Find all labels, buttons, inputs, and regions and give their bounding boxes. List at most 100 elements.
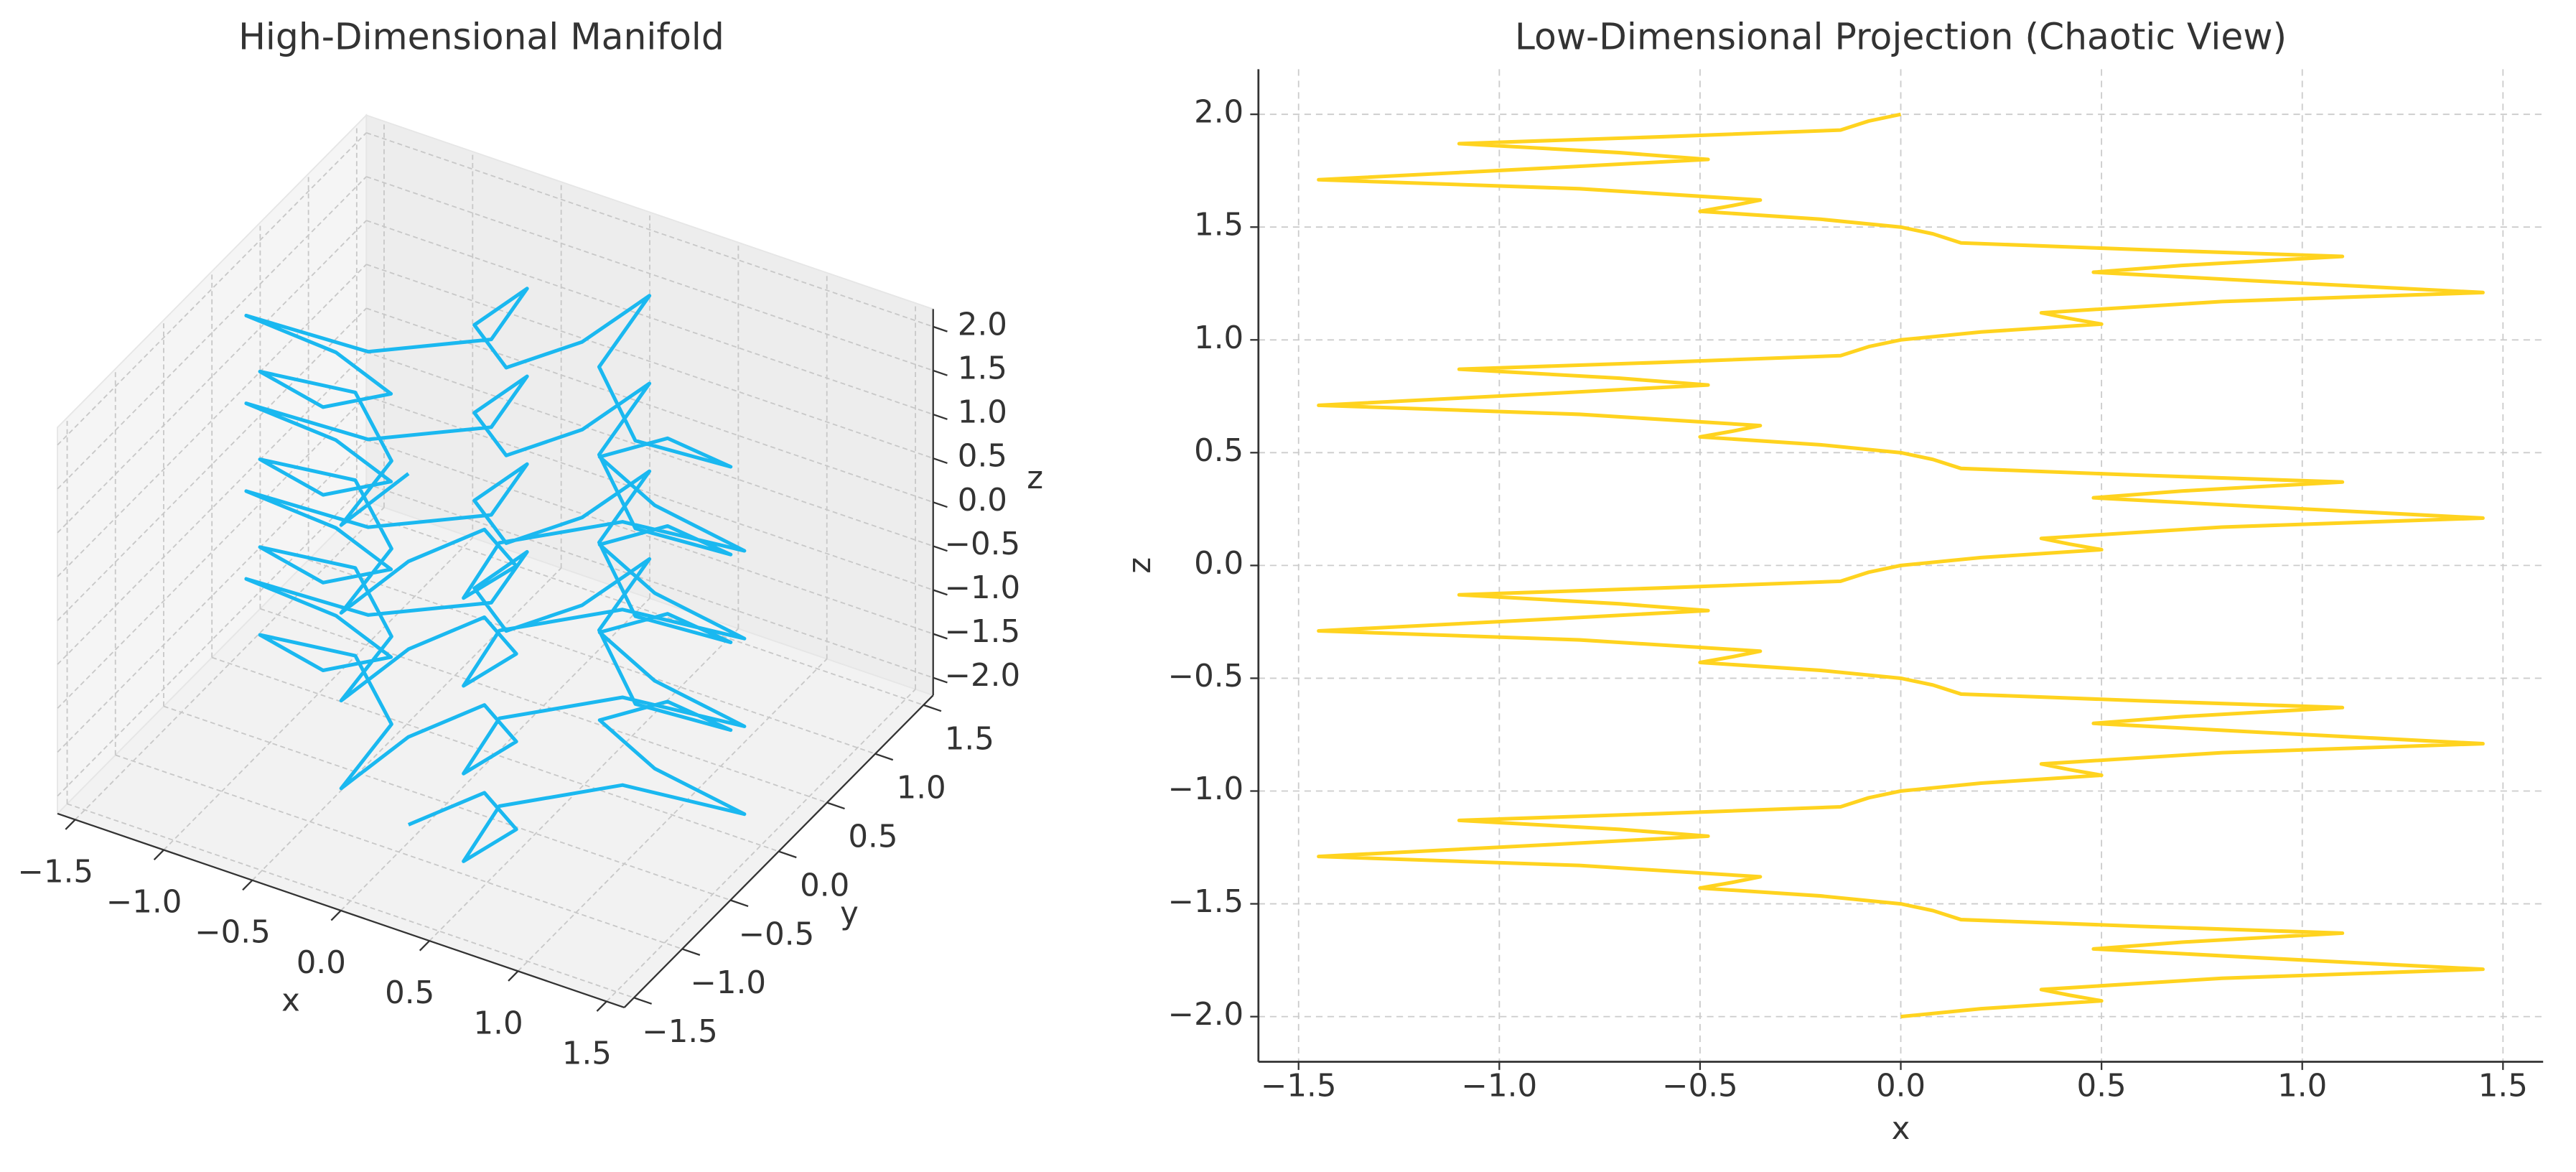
axis-line xyxy=(57,812,625,1009)
grid-line xyxy=(57,220,367,534)
y-tick-label: 1.0 xyxy=(1194,320,1243,356)
y-tick-label: 1.0 xyxy=(897,771,946,806)
grid-line xyxy=(517,658,828,972)
y-tick-label: 0.5 xyxy=(1194,433,1243,469)
x-tick-label: −0.5 xyxy=(1662,1069,1738,1104)
grid-line xyxy=(606,689,916,1003)
tick-mark xyxy=(730,899,749,908)
z-tick-label: 1.0 xyxy=(958,395,1007,431)
grid-line xyxy=(75,506,385,821)
tick-mark xyxy=(419,940,430,952)
grid-line xyxy=(365,483,934,679)
y-tick-label: 1.5 xyxy=(945,722,994,758)
grid-line xyxy=(251,567,562,881)
y-tick-label: 0.0 xyxy=(800,868,849,903)
tick-mark xyxy=(633,997,653,1005)
z-tick-label: −1.0 xyxy=(945,570,1021,606)
x-tick-label: −0.5 xyxy=(195,915,271,951)
y-tick-label: −1.0 xyxy=(690,965,766,1001)
grid-line xyxy=(429,628,739,941)
z-tick-label: −2.0 xyxy=(945,658,1021,694)
tick-mark xyxy=(826,801,845,810)
grid-line xyxy=(365,395,934,591)
x-tick-label: 0.0 xyxy=(297,945,346,981)
grid-line xyxy=(365,220,934,415)
x-tick-label: 1.0 xyxy=(2277,1069,2327,1104)
grid-line xyxy=(115,754,683,950)
data-line xyxy=(1317,112,2485,1019)
grid-line xyxy=(365,131,934,327)
chart-title: High-Dimensional Manifold xyxy=(238,16,724,58)
z-tick-label: 0.5 xyxy=(958,439,1007,475)
grid-line xyxy=(365,264,934,460)
x-axis-label: x xyxy=(1892,1111,1910,1147)
grid-line xyxy=(340,597,650,911)
tick-mark xyxy=(933,545,948,552)
y-axis-label: y xyxy=(840,896,859,931)
y-tick-label: 0.0 xyxy=(1194,546,1243,582)
y-tick-label: −2.0 xyxy=(1168,997,1244,1033)
x-tick-label: 0.5 xyxy=(2077,1069,2127,1104)
y-tick-label: 2.0 xyxy=(1194,95,1243,131)
z-tick-label: 2.0 xyxy=(958,307,1007,343)
z-axis-label: z xyxy=(1027,460,1043,496)
x-tick-label: 1.5 xyxy=(562,1036,612,1072)
tick-mark xyxy=(933,589,948,596)
chart-title: Low-Dimensional Projection (Chaotic View… xyxy=(1515,16,2287,58)
grid-line xyxy=(57,395,367,709)
tick-mark xyxy=(933,369,948,376)
x-tick-label: −1.0 xyxy=(106,885,182,921)
y-tick-label: −1.0 xyxy=(1168,771,1244,807)
tick-mark xyxy=(874,753,894,761)
grid-line xyxy=(163,537,473,851)
z-tick-label: 0.0 xyxy=(958,483,1007,518)
grid-line xyxy=(57,264,367,577)
x-tick-label: −1.5 xyxy=(1261,1069,1337,1104)
tick-mark xyxy=(65,819,76,830)
tick-mark xyxy=(933,457,948,465)
z-tick-label: 1.5 xyxy=(958,350,1007,386)
data-line xyxy=(244,287,747,863)
y-tick-label: −1.5 xyxy=(642,1014,718,1050)
grid-line xyxy=(365,307,934,503)
tick-mark xyxy=(933,414,948,420)
grid-line xyxy=(260,608,828,804)
tick-mark xyxy=(330,910,342,921)
y-tick-label: 1.5 xyxy=(1194,208,1243,243)
x-tick-label: 1.0 xyxy=(473,1005,523,1041)
y-tick-label: 0.5 xyxy=(848,819,897,855)
tick-mark xyxy=(933,676,948,684)
tick-mark xyxy=(933,633,948,640)
x-tick-label: −1.5 xyxy=(18,854,94,890)
grid-line xyxy=(163,705,731,901)
grid-line xyxy=(57,483,367,797)
grid-line xyxy=(365,439,934,635)
x-tick-label: 0.5 xyxy=(385,975,434,1011)
z-tick-label: −0.5 xyxy=(945,526,1021,562)
tick-mark xyxy=(242,879,253,891)
x-axis-label: x xyxy=(281,983,300,1019)
grid-line xyxy=(308,559,876,755)
tick-mark xyxy=(923,704,942,712)
x-tick-label: 0.0 xyxy=(1876,1069,1926,1104)
y-tick-label: −1.5 xyxy=(1168,884,1244,920)
axis-line xyxy=(623,694,934,1008)
tick-mark xyxy=(933,501,948,508)
tick-mark xyxy=(933,325,948,332)
tick-mark xyxy=(153,849,164,860)
tick-mark xyxy=(681,948,701,956)
tick-mark xyxy=(508,970,519,982)
grid-line xyxy=(365,176,934,371)
y-tick-label: −0.5 xyxy=(1168,659,1244,694)
grid-line xyxy=(67,803,635,999)
grid-line xyxy=(57,132,367,446)
grid-line xyxy=(365,351,934,547)
y-tick-label: −0.5 xyxy=(739,916,815,952)
grid-line xyxy=(57,176,367,490)
x-tick-label: −1.0 xyxy=(1462,1069,1538,1104)
z-tick-label: −1.5 xyxy=(945,614,1021,650)
grid-line xyxy=(57,307,367,621)
x-tick-label: 1.5 xyxy=(2478,1069,2528,1104)
y-axis-label: z xyxy=(1122,557,1158,574)
